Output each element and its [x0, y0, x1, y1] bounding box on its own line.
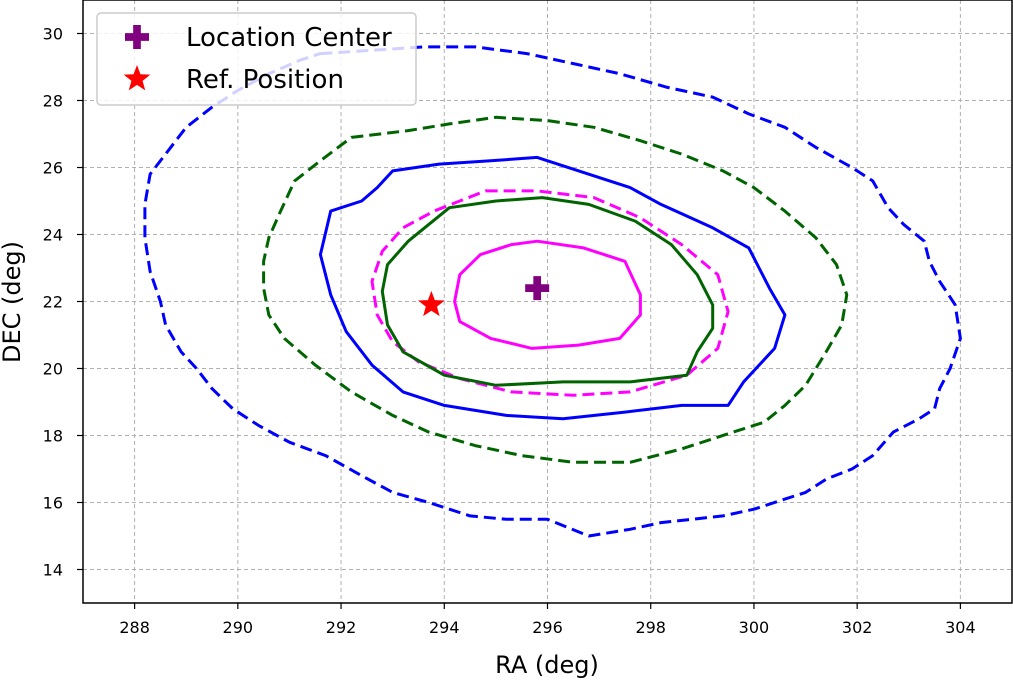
legend: Location Center Ref. Position	[96, 12, 417, 106]
x-tick-label: 298	[635, 618, 666, 637]
legend-label-ref-position: Ref. Position	[186, 65, 344, 95]
x-tick-label: 296	[532, 618, 563, 637]
contour-lines	[143, 45, 962, 538]
plus-icon	[125, 25, 149, 49]
x-tick-label: 300	[739, 618, 770, 637]
star-icon	[123, 65, 151, 91]
y-tick-label: 16	[43, 494, 63, 513]
legend-box	[96, 12, 417, 106]
x-axis-ticks: 288 290 292 294 296 298 300 302 304	[119, 603, 976, 637]
y-tick-label: 14	[43, 561, 63, 580]
y-tick-label: 24	[43, 226, 63, 245]
x-tick-label: 288	[119, 618, 150, 637]
contour-solid	[380, 196, 715, 387]
y-axis-ticks: 14 16 18 20 22 24 26 28 30	[43, 25, 83, 580]
legend-marker-location-center	[125, 25, 149, 49]
x-tick-label: 290	[223, 618, 254, 637]
contour-dashed	[262, 115, 849, 464]
contour-dashed	[143, 45, 962, 538]
y-tick-label: 26	[43, 159, 63, 178]
y-tick-label: 20	[43, 360, 63, 379]
location-center-marker	[525, 276, 550, 301]
contour-solid	[453, 239, 642, 350]
y-tick-label: 28	[43, 92, 63, 111]
ref-position-star	[418, 290, 445, 317]
legend-marker-ref-position	[123, 65, 151, 91]
x-axis-label: RA (deg)	[495, 651, 599, 679]
y-tick-label: 22	[43, 293, 63, 312]
legend-label-location-center: Location Center	[186, 23, 392, 53]
x-tick-label: 294	[429, 618, 460, 637]
contour-solid	[318, 155, 787, 421]
x-tick-label: 302	[842, 618, 873, 637]
x-tick-label: 292	[326, 618, 357, 637]
y-tick-label: 18	[43, 427, 63, 446]
y-tick-label: 30	[43, 25, 63, 44]
y-axis-label: DEC (deg)	[0, 241, 26, 363]
contour-dashed	[370, 189, 730, 397]
grid	[83, 0, 1012, 603]
x-tick-label: 304	[945, 618, 976, 637]
markers	[418, 276, 550, 317]
